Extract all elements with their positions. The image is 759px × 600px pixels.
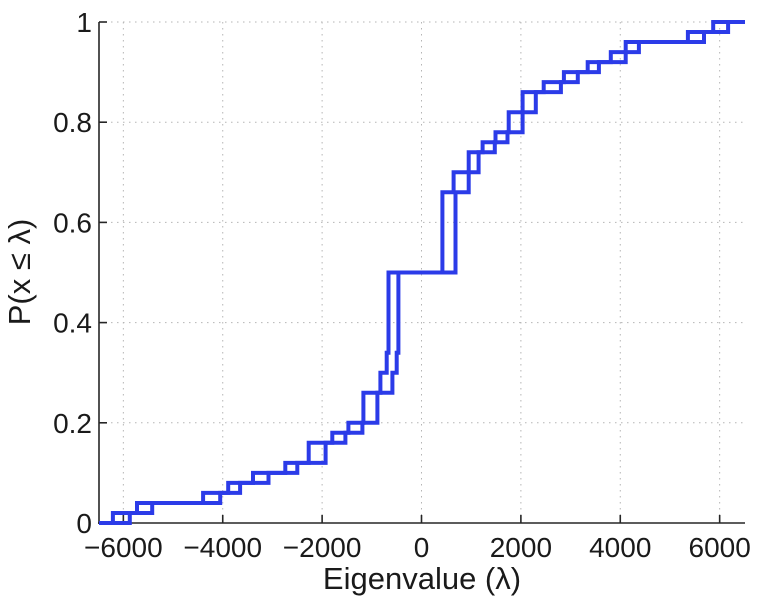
ecdf-curve-lagging (99, 20, 745, 525)
y-tick-label: 0.4 (53, 308, 92, 339)
y-tick-label: 0 (76, 508, 92, 539)
x-tick-label: −4000 (183, 532, 262, 563)
curve-layer (99, 20, 745, 525)
y-axis-label: P(x ≤ λ) (2, 219, 37, 326)
x-tick-label: 4000 (589, 532, 651, 563)
x-tick-label: 0 (414, 532, 430, 563)
x-tick-label: 6000 (689, 532, 751, 563)
y-tick-label: 0.6 (53, 207, 92, 238)
y-tick-label: 1 (76, 7, 92, 38)
x-axis-label: Eigenvalue (λ) (323, 561, 521, 596)
x-tick-label: 2000 (490, 532, 552, 563)
label-layer: Eigenvalue (λ) P(x ≤ λ) (2, 219, 521, 596)
x-tick-label: −2000 (283, 532, 362, 563)
axis-layer: −6000 −4000 −2000 0 2000 4000 6000 0 0.2 0.4 0.6 0.… (53, 7, 751, 563)
y-tick-label: 0.2 (53, 408, 92, 439)
x-tick-label: −6000 (84, 532, 163, 563)
y-tick-label: 0.8 (53, 107, 92, 138)
